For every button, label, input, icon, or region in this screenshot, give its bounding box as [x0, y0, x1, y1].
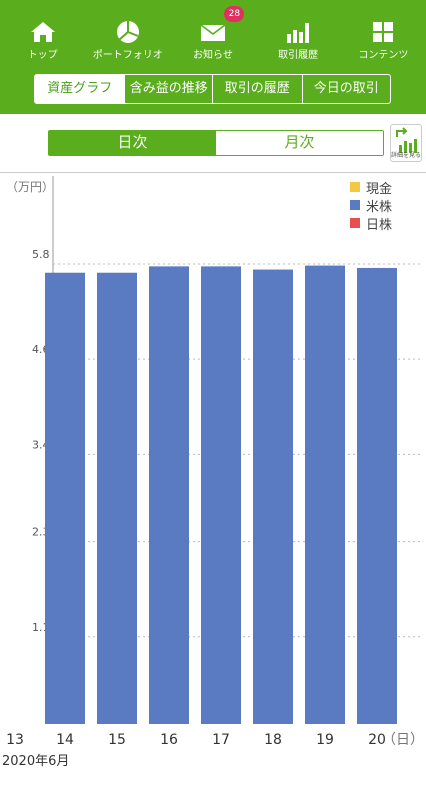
nav-label: お知らせ: [193, 50, 233, 61]
chart-legend: 現金 米株 日株: [350, 178, 393, 233]
nav-label: 取引履歴: [278, 50, 319, 61]
mail-icon: [200, 24, 226, 41]
nav-label: ポートフォリオ: [92, 50, 163, 61]
tab-today-trades[interactable]: 今日の取引: [301, 75, 391, 103]
monthly-button[interactable]: 月次: [216, 131, 383, 155]
sub-tabs: 資産グラフ 含み益の推移 取引の履歴 今日の取引: [34, 74, 391, 104]
bar-19: [305, 265, 345, 724]
period-toggle: 日次 月次: [48, 130, 384, 156]
bar-18: [253, 269, 293, 724]
tab-unrealized-gain[interactable]: 含み益の推移: [124, 75, 212, 103]
detail-chart-icon: [396, 127, 417, 153]
detail-button[interactable]: 詳細を見る: [390, 124, 422, 162]
period-label: 2020年6月: [2, 754, 70, 769]
legend-swatch: [350, 218, 360, 228]
asset-bar-chart: 1.12.33.44.65.813 14 15 16 17 18 19 20（日）: [6, 176, 424, 748]
x-unit-label: （日）: [382, 732, 424, 748]
legend-item-cash: 現金: [350, 178, 393, 197]
legend-item-us-stock: 米株: [350, 196, 393, 215]
x-tick-label: 19: [316, 732, 334, 748]
notification-badge: 28: [224, 6, 245, 22]
nav-notices[interactable]: 28 お知らせ: [170, 0, 255, 66]
nav-top[interactable]: トップ: [0, 0, 85, 66]
bar-chart-icon: [287, 23, 310, 43]
bar-15: [97, 272, 137, 724]
bar-14: [45, 272, 85, 724]
pie-chart-icon: [116, 21, 139, 43]
nav-label: コンテンツ: [358, 50, 409, 61]
legend-swatch: [350, 182, 360, 192]
nav-contents[interactable]: コンテンツ: [341, 0, 426, 66]
y-unit-label: （万円）: [6, 180, 55, 194]
x-tick-label: 17: [212, 732, 230, 748]
legend-swatch: [350, 200, 360, 210]
tab-asset-graph[interactable]: 資産グラフ: [35, 75, 125, 103]
bar-20: [357, 267, 397, 724]
x-tick-label: 15: [108, 732, 126, 748]
legend-label: 現金: [366, 181, 393, 197]
legend-label: 日株: [366, 217, 393, 233]
nav-portfolio[interactable]: ポートフォリオ: [85, 0, 170, 66]
nav-label: トップ: [27, 50, 58, 61]
bar-16: [149, 266, 189, 724]
home-icon: [30, 22, 55, 42]
bar-17: [201, 266, 241, 724]
x-tick-label: 14: [56, 732, 74, 748]
x-tick-label: 20: [368, 732, 386, 748]
grid-icon: [373, 22, 394, 42]
x-tick-label: 16: [160, 732, 178, 748]
divider: [0, 172, 426, 173]
legend-item-jp-stock: 日株: [350, 214, 393, 233]
x-tick-label: 13: [6, 732, 24, 748]
x-tick-label: 18: [264, 732, 282, 748]
tab-trade-history[interactable]: 取引の履歴: [212, 75, 302, 103]
y-tick-label: 5.8: [32, 248, 50, 261]
detail-label: 詳細を見る: [391, 152, 422, 159]
app-header: トップ ポートフォリオ 28 お知らせ 取引履歴: [0, 0, 426, 114]
legend-label: 米株: [366, 199, 393, 215]
daily-button[interactable]: 日次: [49, 131, 216, 155]
main-nav: トップ ポートフォリオ 28 お知らせ 取引履歴: [0, 0, 426, 66]
nav-history[interactable]: 取引履歴: [256, 0, 341, 66]
